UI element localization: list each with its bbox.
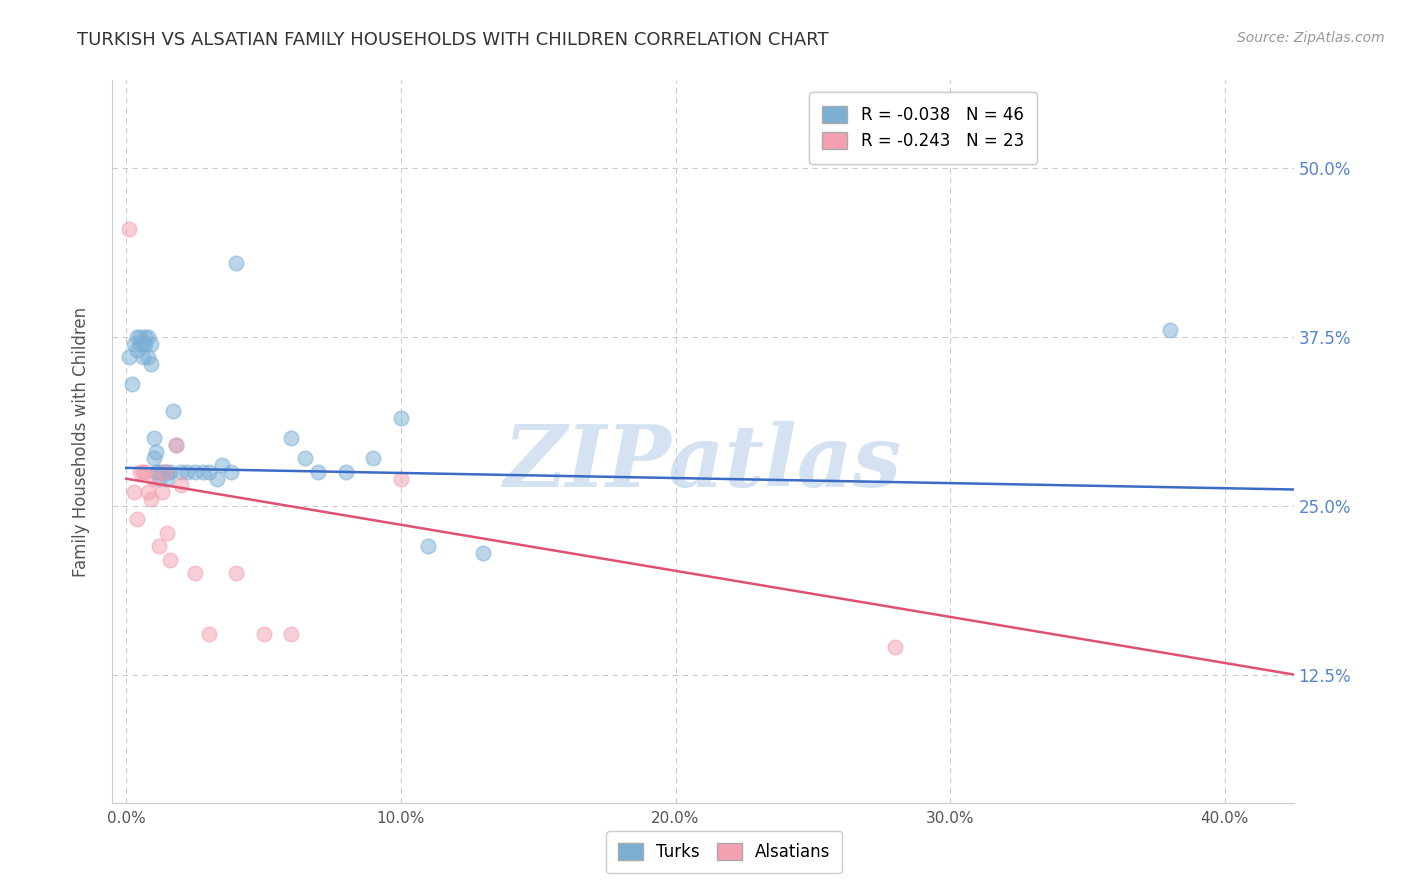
Point bbox=[156, 472, 179, 486]
Point bbox=[252, 627, 274, 641]
Point bbox=[134, 336, 156, 351]
Point bbox=[176, 465, 198, 479]
Point bbox=[156, 525, 179, 540]
Legend: R = -0.038   N = 46, R = -0.243   N = 23: R = -0.038 N = 46, R = -0.243 N = 23 bbox=[808, 92, 1038, 163]
Point bbox=[145, 465, 167, 479]
Point bbox=[127, 330, 149, 344]
Point bbox=[142, 431, 165, 445]
Point bbox=[150, 485, 173, 500]
Point bbox=[139, 491, 162, 506]
Point bbox=[131, 336, 153, 351]
Point bbox=[363, 451, 385, 466]
Point bbox=[884, 640, 907, 655]
Point bbox=[153, 465, 176, 479]
Point bbox=[136, 330, 159, 344]
Point bbox=[131, 465, 153, 479]
Point bbox=[153, 465, 176, 479]
Point bbox=[219, 465, 242, 479]
Point bbox=[225, 255, 247, 269]
Point bbox=[131, 350, 153, 364]
Legend: Turks, Alsatians: Turks, Alsatians bbox=[606, 831, 842, 873]
Point bbox=[156, 465, 179, 479]
Point bbox=[159, 465, 181, 479]
Point bbox=[165, 438, 187, 452]
Text: ZIPatlas: ZIPatlas bbox=[503, 421, 903, 505]
Point bbox=[118, 222, 141, 236]
Point bbox=[225, 566, 247, 581]
Point bbox=[335, 465, 357, 479]
Point bbox=[127, 343, 149, 358]
Point bbox=[170, 478, 193, 492]
Point bbox=[308, 465, 330, 479]
Point bbox=[197, 627, 219, 641]
Point bbox=[165, 438, 187, 452]
Point bbox=[159, 552, 181, 566]
Point bbox=[129, 465, 152, 479]
Point bbox=[280, 627, 302, 641]
Point bbox=[162, 404, 184, 418]
Point bbox=[129, 336, 152, 351]
Point bbox=[148, 472, 170, 486]
Point bbox=[211, 458, 233, 472]
Point bbox=[136, 485, 159, 500]
Point bbox=[184, 566, 207, 581]
Point bbox=[134, 465, 156, 479]
Point bbox=[142, 451, 165, 466]
Y-axis label: Family Households with Children: Family Households with Children bbox=[72, 307, 90, 576]
Point bbox=[136, 350, 159, 364]
Point bbox=[121, 377, 143, 392]
Point bbox=[205, 472, 228, 486]
Point bbox=[118, 350, 141, 364]
Point bbox=[139, 336, 162, 351]
Point bbox=[148, 539, 170, 553]
Point bbox=[294, 451, 316, 466]
Point bbox=[142, 472, 165, 486]
Point bbox=[145, 444, 167, 458]
Point bbox=[129, 330, 152, 344]
Point bbox=[472, 546, 495, 560]
Point bbox=[418, 539, 440, 553]
Point bbox=[197, 465, 219, 479]
Point bbox=[124, 485, 146, 500]
Point bbox=[280, 431, 302, 445]
Point bbox=[127, 512, 149, 526]
Point bbox=[389, 472, 412, 486]
Point bbox=[134, 330, 156, 344]
Point bbox=[1159, 323, 1181, 337]
Point bbox=[124, 336, 146, 351]
Text: TURKISH VS ALSATIAN FAMILY HOUSEHOLDS WITH CHILDREN CORRELATION CHART: TURKISH VS ALSATIAN FAMILY HOUSEHOLDS WI… bbox=[77, 31, 830, 49]
Point bbox=[148, 465, 170, 479]
Text: Source: ZipAtlas.com: Source: ZipAtlas.com bbox=[1237, 31, 1385, 45]
Point bbox=[184, 465, 207, 479]
Point bbox=[389, 411, 412, 425]
Point bbox=[191, 465, 214, 479]
Point bbox=[170, 465, 193, 479]
Point bbox=[139, 357, 162, 371]
Point bbox=[150, 465, 173, 479]
